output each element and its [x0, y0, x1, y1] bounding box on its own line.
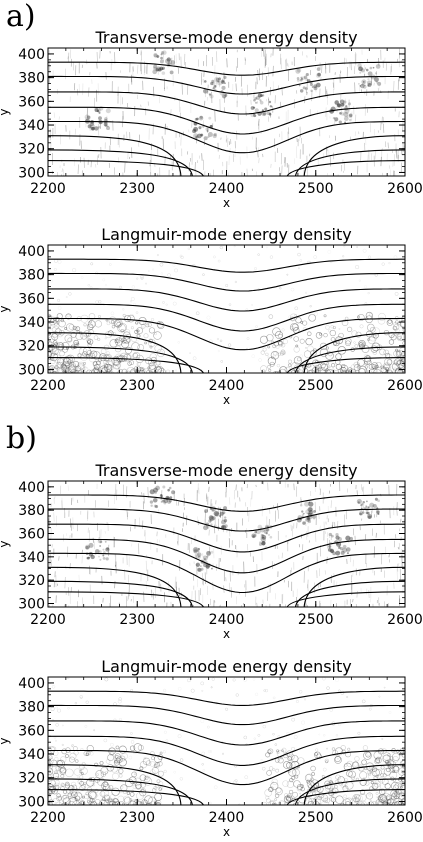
panel-label-a: a) [6, 0, 36, 34]
x-tick-label: 2500 [298, 612, 334, 628]
y-tick-label: 360 [18, 723, 45, 739]
contour-line [48, 789, 405, 805]
chart-title: Langmuir-mode energy density [101, 225, 351, 244]
chart-title: Langmuir-mode energy density [101, 657, 351, 676]
contour-line [48, 580, 405, 607]
x-tick-label: 2500 [298, 181, 334, 197]
energy-density-field [48, 481, 405, 607]
chart-1: 2200 2300 2400 2500 2600 300 320 340 360 380 400 Tr… [0, 28, 423, 210]
x-tick-label: 2500 [298, 378, 334, 394]
y-axis-label: y [0, 540, 11, 547]
y-tick-label: 300 [18, 362, 45, 378]
contour-line [48, 120, 405, 154]
contour-line [48, 538, 405, 574]
contour-line [48, 317, 405, 351]
contour-line [48, 149, 405, 176]
contour-line [48, 106, 405, 135]
contour-line [48, 272, 405, 292]
contour-line [48, 288, 405, 312]
x-tick-label: 2600 [387, 378, 423, 394]
x-tick-label: 2400 [209, 612, 245, 628]
contour-line [48, 591, 405, 607]
panel-label-b: b) [6, 421, 37, 456]
y-tick-label: 300 [18, 794, 45, 810]
x-axis-label: x [223, 196, 230, 210]
y-tick-label: 320 [18, 339, 45, 355]
x-axis-label: x [223, 627, 230, 641]
x-tick-label: 2400 [209, 378, 245, 394]
contour-line [48, 75, 405, 95]
y-tick-label: 360 [18, 527, 45, 543]
contour-line [48, 494, 405, 512]
contour-lines [48, 494, 405, 607]
contour-line [48, 523, 405, 553]
y-tick-label: 400 [18, 480, 45, 496]
y-tick-label: 340 [18, 118, 45, 134]
y-tick-label: 360 [18, 291, 45, 307]
y-tick-label: 300 [18, 597, 45, 613]
y-tick-label: 380 [18, 268, 45, 284]
y-tick-label: 400 [18, 676, 45, 692]
x-axis-label: x [223, 393, 230, 407]
y-tick-label: 360 [18, 94, 45, 110]
energy-density-field [48, 245, 405, 373]
x-tick-label: 2500 [298, 810, 334, 826]
y-tick-label: 340 [18, 747, 45, 763]
chart-3: 2200 2300 2400 2500 2600 300 320 340 360 380 400 Tr… [0, 461, 423, 641]
contour-line [48, 303, 405, 332]
y-tick-label: 320 [18, 573, 45, 589]
x-tick-label: 2200 [30, 612, 66, 628]
x-tick-label: 2300 [119, 378, 155, 394]
x-tick-label: 2200 [30, 810, 66, 826]
contour-lines [48, 690, 405, 805]
contour-line [48, 346, 405, 373]
contour-lines [48, 61, 405, 176]
x-tick-label: 2400 [209, 810, 245, 826]
contour-line [48, 704, 405, 726]
y-tick-label: 320 [18, 771, 45, 787]
chart-title: Transverse-mode energy density [94, 461, 357, 480]
y-tick-label: 380 [18, 503, 45, 519]
x-tick-label: 2300 [119, 181, 155, 197]
x-tick-label: 2600 [387, 612, 423, 628]
y-tick-label: 340 [18, 550, 45, 566]
x-tick-label: 2200 [30, 181, 66, 197]
chart-4: 2200 2300 2400 2500 2600 300 320 340 360 380 400 La… [0, 657, 423, 839]
contour-line [48, 508, 405, 532]
y-tick-label: 380 [18, 71, 45, 87]
contour-line [48, 552, 405, 594]
y-tick-label: 380 [18, 700, 45, 716]
x-axis-label: x [223, 825, 230, 839]
y-tick-label: 340 [18, 315, 45, 331]
x-tick-label: 2300 [119, 612, 155, 628]
contour-line [48, 160, 405, 176]
x-tick-label: 2600 [387, 810, 423, 826]
y-tick-label: 400 [18, 244, 45, 260]
contour-line [48, 720, 405, 746]
chart-title: Transverse-mode energy density [94, 28, 357, 47]
contour-line [48, 357, 405, 373]
y-tick-label: 400 [18, 47, 45, 63]
x-tick-label: 2300 [119, 810, 155, 826]
x-tick-label: 2400 [209, 181, 245, 197]
contour-line [48, 690, 405, 706]
contour-line [48, 749, 405, 786]
energy-density-field [48, 48, 405, 176]
contour-lines [48, 258, 405, 373]
contour-line [48, 735, 405, 766]
y-axis-label: y [0, 108, 11, 115]
contour-line [48, 61, 405, 76]
y-axis-label: y [0, 737, 11, 744]
contour-line [48, 778, 405, 805]
y-axis-label: y [0, 305, 11, 312]
x-tick-label: 2600 [387, 181, 423, 197]
y-tick-label: 320 [18, 142, 45, 158]
y-tick-label: 300 [18, 165, 45, 181]
x-tick-label: 2200 [30, 378, 66, 394]
contour-line [48, 258, 405, 273]
contour-line [48, 91, 405, 115]
chart-2: 2200 2300 2400 2500 2600 300 320 340 360 380 400 La… [0, 225, 423, 407]
